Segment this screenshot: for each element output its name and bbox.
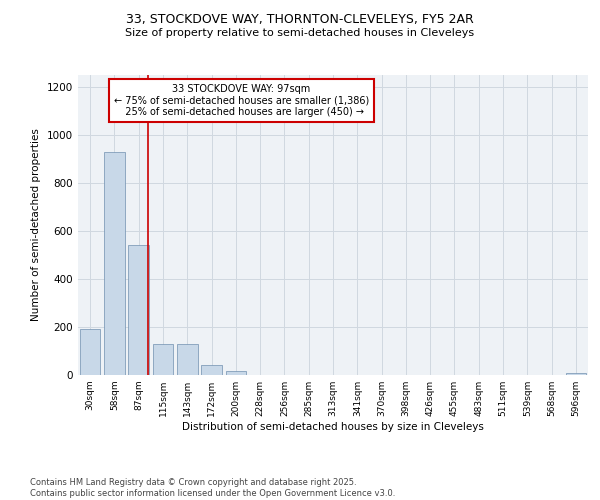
Bar	[177, 344, 197, 375]
Text: Size of property relative to semi-detached houses in Cleveleys: Size of property relative to semi-detach…	[125, 28, 475, 38]
Bar	[104, 152, 125, 375]
Text: 33, STOCKDOVE WAY, THORNTON-CLEVELEYS, FY5 2AR: 33, STOCKDOVE WAY, THORNTON-CLEVELEYS, F…	[126, 12, 474, 26]
Bar	[201, 366, 222, 375]
Bar	[80, 330, 100, 375]
Text: Contains HM Land Registry data © Crown copyright and database right 2025.
Contai: Contains HM Land Registry data © Crown c…	[30, 478, 395, 498]
Bar	[566, 372, 586, 375]
Text: 33 STOCKDOVE WAY: 97sqm
← 75% of semi-detached houses are smaller (1,386)
  25% : 33 STOCKDOVE WAY: 97sqm ← 75% of semi-de…	[113, 84, 369, 117]
Bar	[128, 246, 149, 375]
Bar	[152, 344, 173, 375]
Bar	[226, 372, 246, 375]
X-axis label: Distribution of semi-detached houses by size in Cleveleys: Distribution of semi-detached houses by …	[182, 422, 484, 432]
Y-axis label: Number of semi-detached properties: Number of semi-detached properties	[31, 128, 41, 322]
